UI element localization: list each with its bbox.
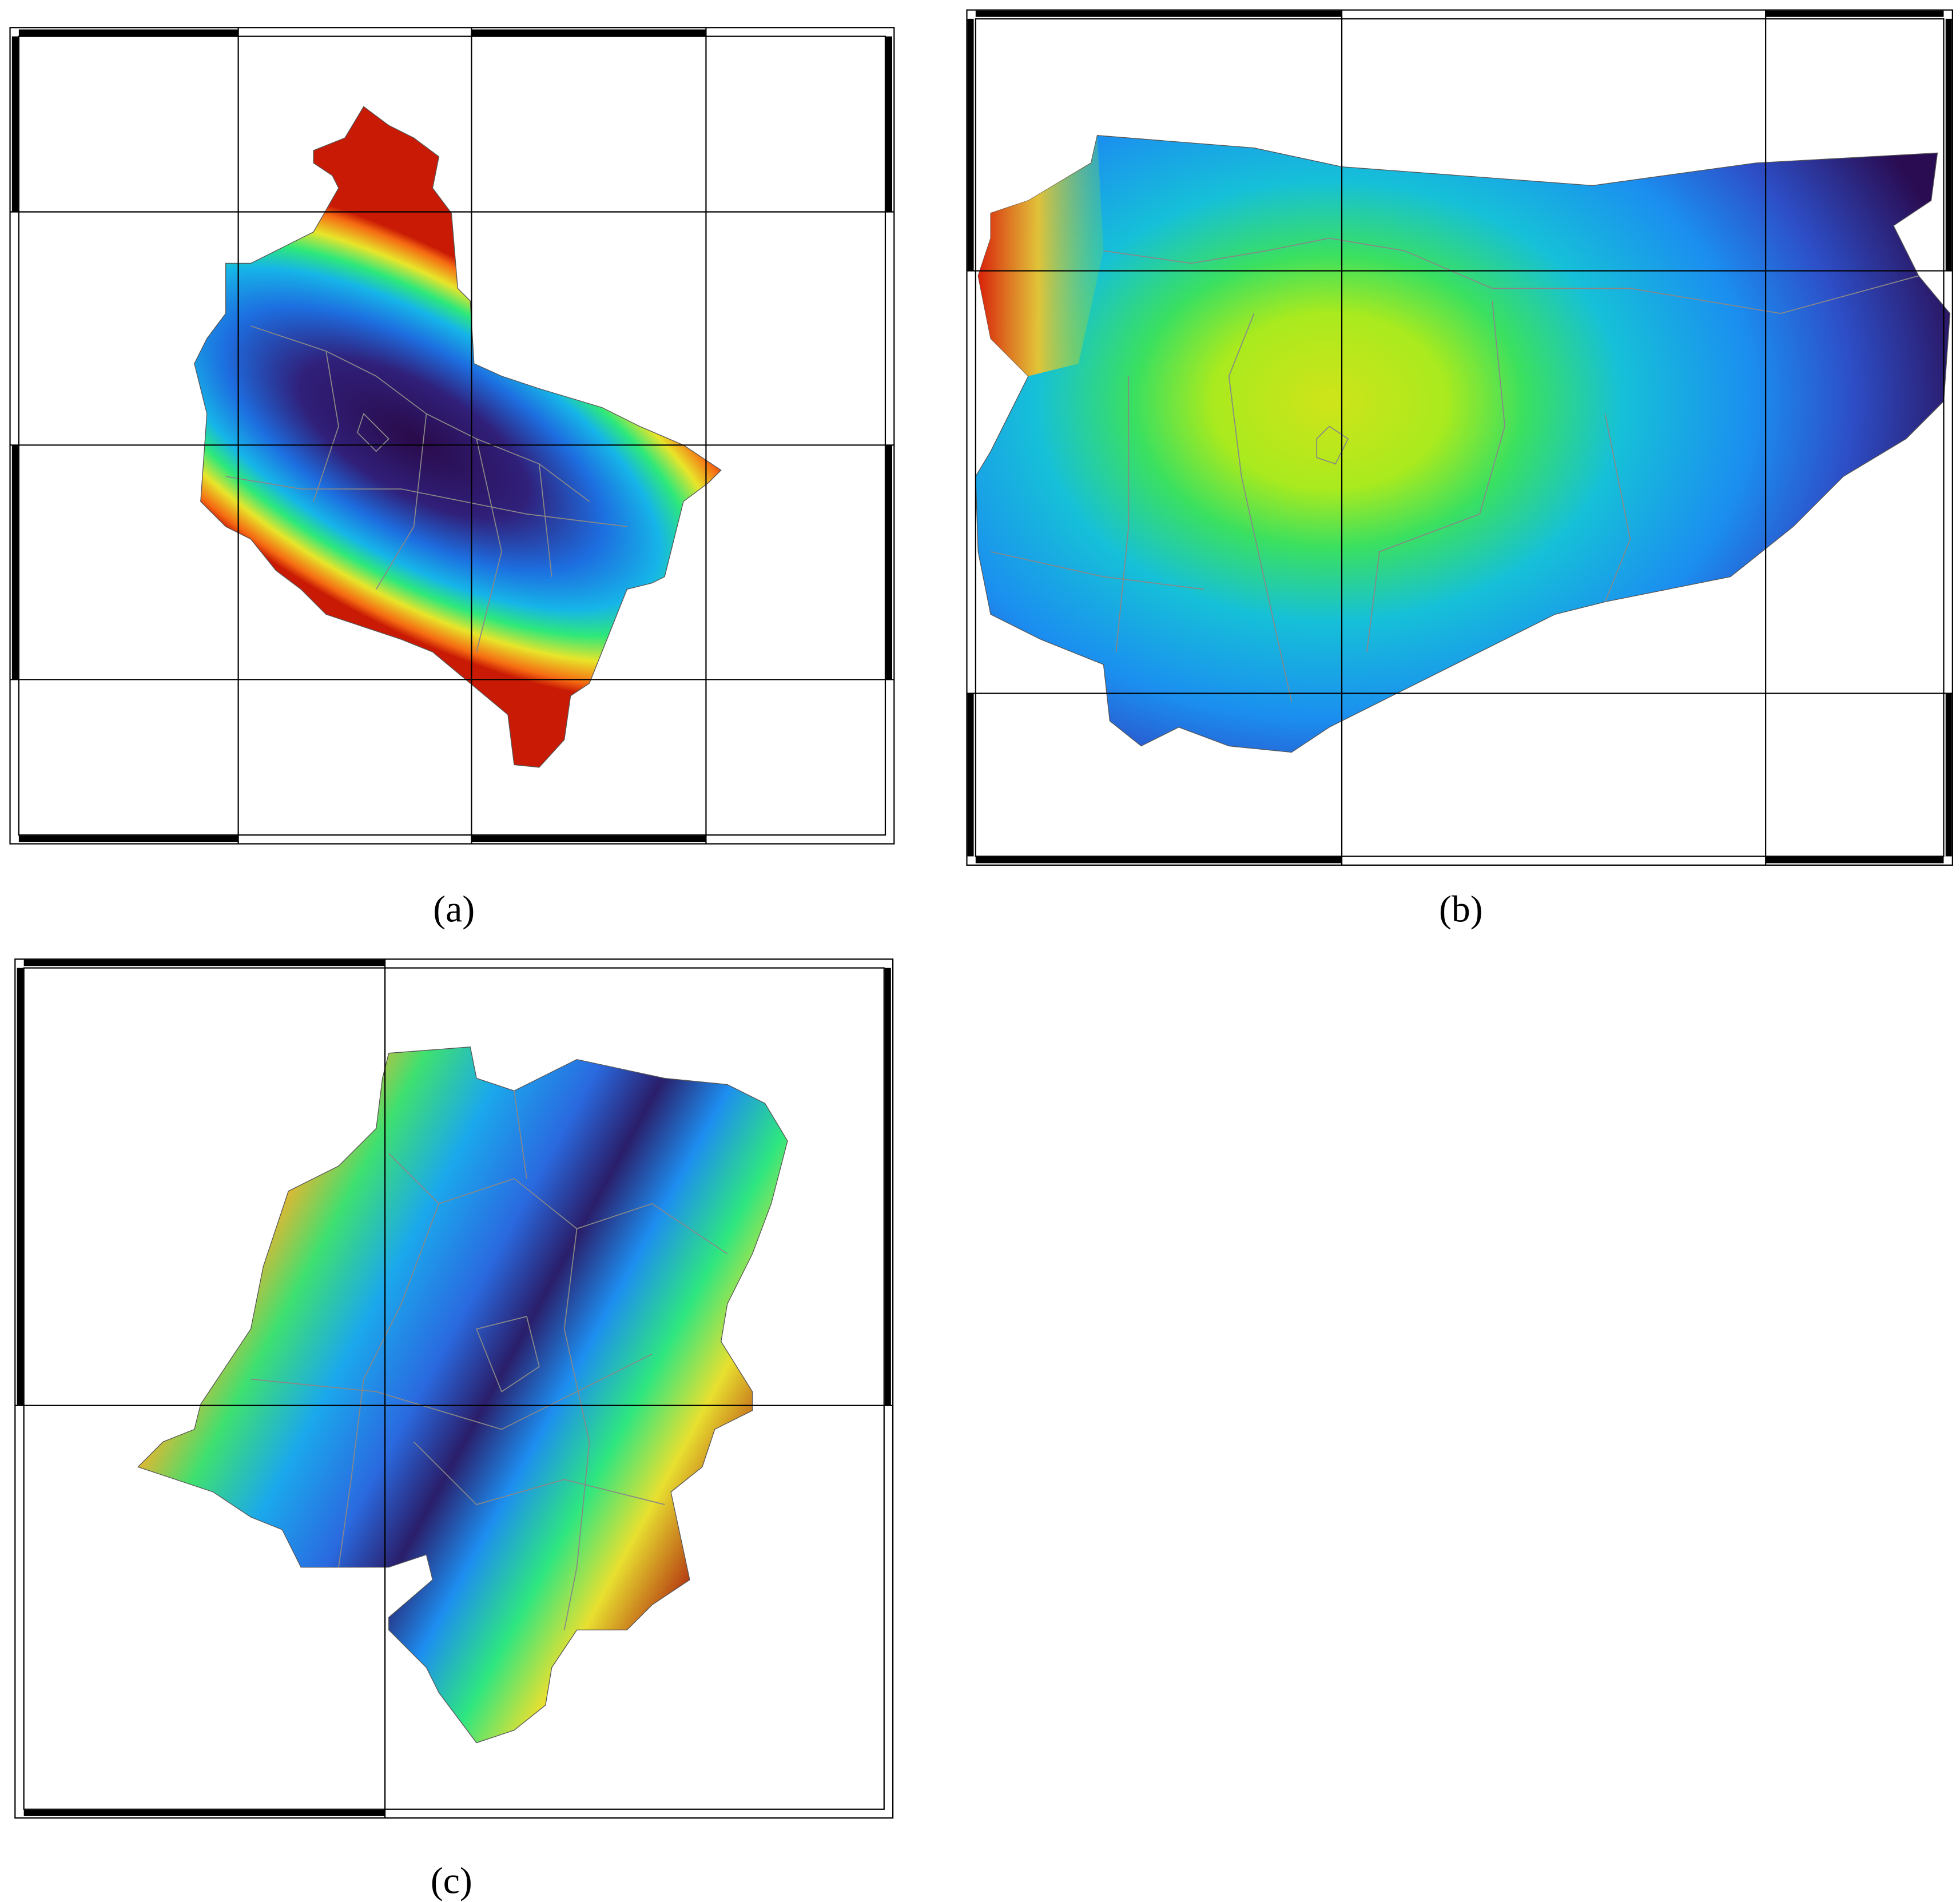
district-borders [990, 237, 1919, 702]
map-frame-inner [18, 35, 886, 836]
district-borders [225, 325, 627, 652]
frame-ticks [11, 29, 893, 842]
map-frame-inner [975, 18, 1945, 857]
panel-c: (c) [14, 958, 894, 1902]
frame-ticks [967, 10, 1952, 864]
map-frame [9, 27, 895, 845]
map-frame [966, 9, 1953, 866]
panel-label: (a) [433, 888, 475, 930]
panel-label: (c) [431, 1860, 472, 1902]
frame-ticks [17, 960, 891, 1816]
panel-a: (a) [9, 27, 895, 930]
map-frame [14, 958, 894, 1819]
map-frame-inner [23, 967, 885, 1810]
region-map [137, 1047, 788, 1744]
graticule [967, 10, 1953, 865]
panel-label: (b) [1439, 888, 1483, 930]
region-map [975, 135, 1951, 753]
district-borders [251, 1091, 728, 1630]
region-map-edge [978, 135, 1104, 376]
region-map [194, 106, 722, 768]
graticule [15, 959, 893, 1819]
graticule [10, 27, 894, 844]
panel-b: (b) [966, 9, 1953, 930]
